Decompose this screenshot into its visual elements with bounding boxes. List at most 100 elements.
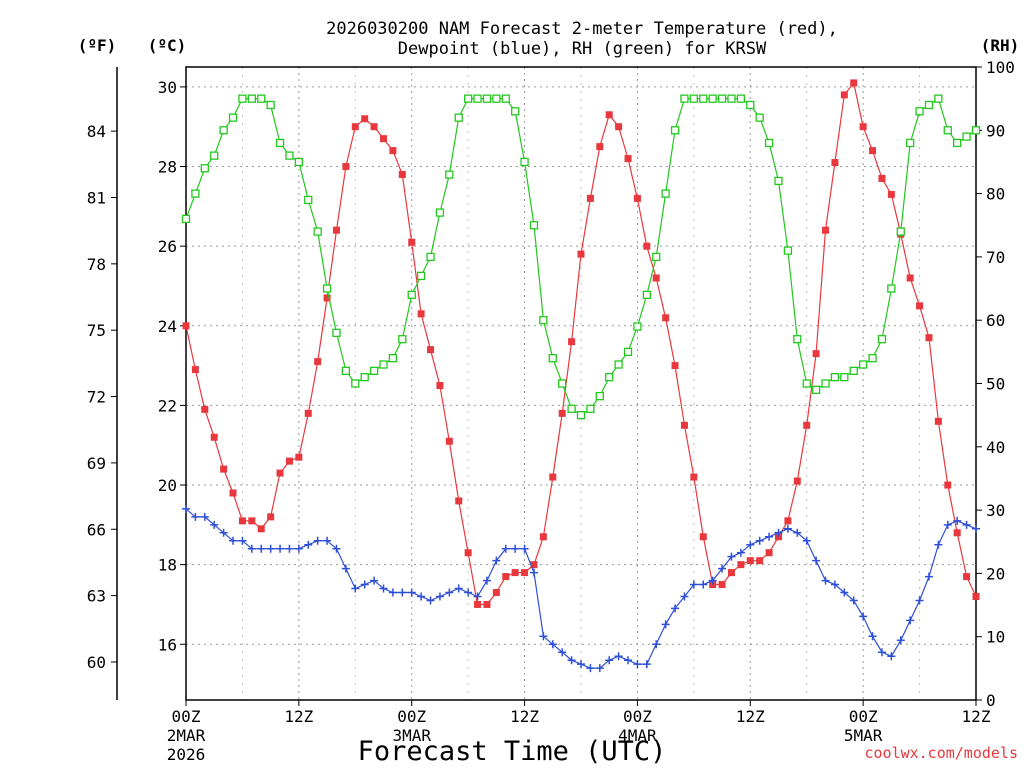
rh-point <box>783 246 793 255</box>
rh-tick-label: 60 <box>986 311 1005 330</box>
rh-point <box>539 316 548 325</box>
temperature-point <box>690 473 698 481</box>
dewpoint-point <box>586 664 595 673</box>
time-tick-label: 12Z <box>510 707 539 726</box>
rh-point <box>257 94 266 103</box>
temperature-point <box>483 600 491 608</box>
rh-point <box>228 113 238 122</box>
rh-tick-label: 30 <box>986 501 1005 520</box>
temperature-point <box>351 123 359 131</box>
dewpoint-point <box>802 536 811 545</box>
rh-point <box>181 214 191 224</box>
temperature-point <box>615 123 623 131</box>
dewpoint-point <box>972 524 980 533</box>
temperature-point <box>314 358 322 366</box>
temperature-point <box>869 147 877 155</box>
temperature-point <box>502 573 510 581</box>
dewpoint-point <box>577 660 585 669</box>
rh-point <box>802 379 811 388</box>
temperature-point <box>972 592 980 600</box>
dewpoint-point <box>953 516 962 525</box>
rh-point <box>699 94 708 103</box>
rh-point <box>652 252 661 262</box>
dewpoint-point <box>294 544 303 553</box>
date-tick-label: 4MAR <box>618 726 657 745</box>
dewpoint-point <box>520 544 529 553</box>
dewpoint-point <box>360 580 369 589</box>
dewpoint-point <box>699 580 708 589</box>
rh-point <box>934 94 943 103</box>
dewpoint-point <box>558 648 567 657</box>
celsius-tick-label: 24 <box>158 317 177 336</box>
temperature-point <box>191 366 199 374</box>
credit-text: coolwx.com/models <box>864 744 1018 762</box>
temperature-point <box>323 294 331 302</box>
rh-point <box>407 290 416 300</box>
year-tick-label: 2026 <box>167 745 206 764</box>
temperature-point <box>765 549 773 557</box>
temperature-point <box>577 250 585 258</box>
dewpoint-point <box>642 660 651 669</box>
unit-label-fahrenheit: (ºF) <box>78 36 117 55</box>
rh-point <box>473 94 482 103</box>
rh-point <box>943 126 952 135</box>
temperature-point <box>398 170 406 178</box>
temperature-point <box>916 302 924 310</box>
temperature-point <box>332 226 340 234</box>
rh-point <box>877 335 887 344</box>
temperature-line <box>185 81 977 606</box>
temperature-point <box>285 457 293 465</box>
temperature-point <box>408 238 416 246</box>
date-tick-label: 5MAR <box>844 726 883 745</box>
rh-point <box>764 138 774 148</box>
time-tick-label: 00Z <box>172 707 201 726</box>
rh-tick-label: 70 <box>986 248 1005 267</box>
dewpoint-point <box>774 528 783 537</box>
rh-point <box>285 151 294 160</box>
dewpoint-point <box>482 576 491 585</box>
dewpoint-point <box>680 592 689 601</box>
temperature-point <box>812 350 820 358</box>
temperature-point <box>963 573 971 581</box>
rh-point <box>896 227 905 236</box>
time-tick-label: 00Z <box>623 707 652 726</box>
rh-point <box>915 107 924 116</box>
temperature-point <box>662 314 670 322</box>
dewpoint-point <box>896 636 905 645</box>
dewpoint-point <box>473 592 482 601</box>
dewpoint-point <box>492 556 501 565</box>
rh-tick-label: 20 <box>986 564 1005 583</box>
chart-title-line2: Dewpoint (blue), RH (green) for KRSW <box>398 39 767 59</box>
dewpoint-point <box>247 544 256 553</box>
rh-point <box>595 392 604 401</box>
dewpoint-point <box>877 648 886 657</box>
temperature-point <box>680 421 688 429</box>
dewpoint-point <box>943 520 952 529</box>
rh-point <box>680 94 689 103</box>
rh-point <box>971 126 981 135</box>
temperature-point <box>182 322 190 330</box>
dewpoint-point <box>276 544 285 553</box>
dewpoint-point <box>614 652 623 661</box>
rh-point <box>906 138 915 148</box>
rh-point <box>558 379 567 388</box>
rh-point <box>689 94 699 103</box>
x-axis-label: Forecast Time (UTC) <box>358 736 667 767</box>
dewpoint-point <box>671 604 680 613</box>
rh-point <box>398 335 407 344</box>
rh-point <box>351 379 360 388</box>
dewpoint-point <box>435 592 444 601</box>
dewpoint-point <box>633 660 642 669</box>
temperature-point <box>530 561 538 569</box>
fahrenheit-tick-label: 84 <box>87 122 106 141</box>
rh-point <box>727 94 736 103</box>
rh-point <box>953 138 962 148</box>
dewpoint-point <box>417 592 426 601</box>
dewpoint-point <box>783 524 792 533</box>
rh-point <box>717 94 727 103</box>
dewpoint-point <box>285 544 294 553</box>
temperature-point <box>492 589 500 597</box>
temperature-point <box>944 481 952 489</box>
celsius-tick-label: 28 <box>158 158 177 177</box>
